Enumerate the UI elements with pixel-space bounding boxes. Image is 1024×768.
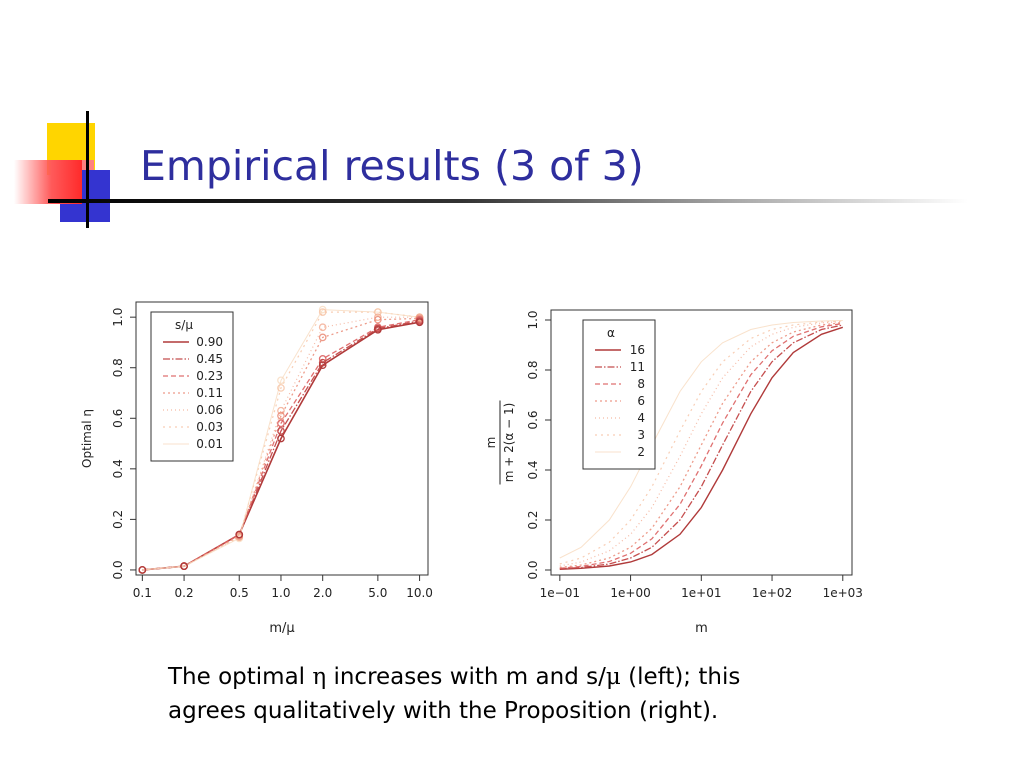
- x-tick-label: 2.0: [313, 586, 332, 600]
- legend-label: 0.90: [196, 335, 223, 349]
- y-tick-label: 0.2: [526, 510, 540, 529]
- y-label-denominator: m + 2(α − 1): [502, 403, 516, 483]
- data-point: [235, 530, 244, 539]
- legend-box: [582, 319, 656, 470]
- data-point: [318, 308, 327, 316]
- data-point: [277, 376, 285, 385]
- x-tick-label: 10.0: [406, 586, 433, 600]
- series-line-8: [559, 322, 843, 569]
- data-point: [318, 361, 327, 370]
- legend-title: s/μ: [175, 318, 193, 332]
- caption-line-2: agrees qualitatively with the Propositio…: [168, 698, 719, 724]
- legend-label: 6: [637, 394, 645, 408]
- x-tick-label: 5.0: [368, 586, 387, 600]
- y-tick-label: 0.8: [526, 360, 540, 379]
- data-point: [277, 419, 285, 428]
- series-line-6: [559, 321, 843, 569]
- legend-label: 3: [637, 428, 645, 442]
- data-point: [374, 325, 382, 334]
- deco-vertical-line: [86, 111, 89, 228]
- data-point: [318, 358, 327, 367]
- y-tick-label: 1.0: [111, 308, 125, 327]
- series-line-0.01: [142, 309, 420, 571]
- slide-title: Empirical results (3 of 3): [140, 142, 644, 190]
- series-line-2: [559, 320, 843, 559]
- legend-label: 11: [630, 360, 645, 374]
- legend-label: 2: [637, 445, 645, 459]
- legend-box: [150, 311, 234, 462]
- legend-label: 4: [637, 411, 645, 425]
- caption-text-1: The optimal: [168, 664, 313, 690]
- y-tick-label: 0.8: [111, 358, 125, 377]
- legend-label: 0.45: [196, 352, 223, 366]
- data-point: [374, 315, 382, 324]
- data-point: [374, 313, 382, 322]
- data-point: [277, 406, 285, 415]
- y-tick-label: 0.4: [526, 460, 540, 479]
- caption-mu-symbol: μ: [605, 664, 621, 690]
- data-point: [415, 318, 424, 327]
- legend-label: 0.06: [196, 403, 223, 417]
- legend-label: 16: [630, 343, 645, 357]
- legend-title: α: [607, 326, 615, 340]
- slide-caption: The optimal η increases with m and s/μ (…: [168, 660, 928, 728]
- x-tick-label: 1e+02: [752, 586, 792, 600]
- y-tick-label: 0.6: [111, 409, 125, 428]
- x-tick-label: 1e−01: [540, 586, 580, 600]
- data-point: [277, 384, 285, 392]
- series-line-11: [559, 324, 843, 570]
- x-tick-label: 1e+01: [681, 586, 721, 600]
- data-point: [318, 333, 327, 342]
- deco-red-gradient: [14, 160, 82, 204]
- data-point: [374, 308, 382, 316]
- data-point: [277, 411, 285, 420]
- x-axis-label: m/μ: [269, 621, 294, 636]
- x-tick-label: 1e+03: [823, 586, 863, 600]
- series-line-3: [559, 320, 843, 565]
- caption-text-2: increases with m and s/: [326, 664, 606, 690]
- legend-label: 0.03: [196, 420, 223, 434]
- data-point: [180, 562, 188, 571]
- y-label-numerator: m: [484, 437, 498, 449]
- data-point: [138, 566, 147, 574]
- y-axis-label: m m + 2(α − 1): [484, 400, 516, 485]
- x-axis-label: m: [695, 621, 708, 636]
- y-tick-label: 0.0: [111, 560, 125, 579]
- series-line-4: [559, 320, 843, 567]
- x-tick-label: 0.5: [230, 586, 249, 600]
- data-point: [318, 323, 327, 332]
- proposition-chart: 1e−01 1e+00 1e+01 1e+02 1e+03 0.0 0.2 0.4 0.6 0.8…: [478, 290, 878, 650]
- x-tick-label: 0.1: [133, 586, 152, 600]
- caption-text-3: (left); this: [620, 664, 741, 690]
- x-tick-label: 1.0: [271, 586, 290, 600]
- caption-line-1: The optimal η increases with m and s/μ (…: [168, 660, 928, 694]
- caption-eta-symbol: η: [312, 664, 327, 690]
- legend-label: 0.11: [196, 386, 223, 400]
- title-underline: [48, 199, 968, 203]
- y-tick-label: 0.4: [111, 459, 125, 478]
- data-point: [277, 427, 285, 435]
- legend-label: 0.01: [196, 437, 223, 451]
- legend-label: 8: [637, 377, 645, 391]
- y-tick-label: 0.2: [111, 510, 125, 529]
- optimal-eta-chart: 0.1 0.2 0.5 1.0 2.0 5.0 10.0 0.0 0.2 0.4 0.6 0.8 1.0…: [60, 290, 440, 650]
- series-line-0.03: [142, 311, 420, 571]
- data-point: [318, 305, 327, 314]
- y-tick-label: 0.6: [526, 410, 540, 429]
- y-axis-label: Optimal η: [80, 409, 94, 468]
- y-tick-label: 0.0: [526, 560, 540, 579]
- data-point: [277, 434, 285, 443]
- y-tick-label: 1.0: [526, 310, 540, 329]
- series-line-16: [559, 326, 844, 570]
- x-tick-label: 0.2: [175, 586, 194, 600]
- legend-label: 0.23: [196, 369, 223, 383]
- x-tick-label: 1e+00: [610, 586, 650, 600]
- plot-frame: [135, 301, 429, 576]
